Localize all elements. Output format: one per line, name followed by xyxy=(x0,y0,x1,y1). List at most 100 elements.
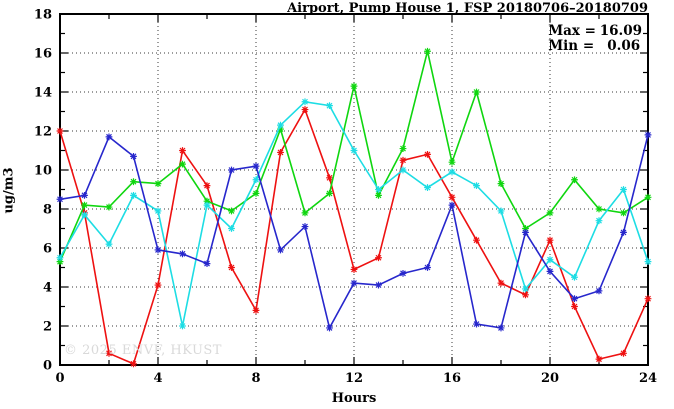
green-series-point-marker xyxy=(375,191,382,199)
blue-series-point-marker xyxy=(81,191,88,199)
blue-series xyxy=(56,131,652,332)
red-series-markers xyxy=(56,106,652,368)
red-series-point-marker xyxy=(203,182,211,189)
y-tick-label: 14 xyxy=(34,86,52,101)
blue-series-point-marker xyxy=(595,287,603,295)
y-tick-label: 16 xyxy=(34,47,52,62)
green-series-point-marker xyxy=(203,197,211,205)
cyan-series-point-marker xyxy=(277,121,284,129)
legend-min-value: 0.06 xyxy=(607,38,641,54)
blue-series-point-marker xyxy=(571,295,578,303)
cyan-series-point-marker xyxy=(399,166,407,174)
green-series-point-marker xyxy=(56,258,64,266)
cyan-series-point-marker xyxy=(424,184,431,191)
y-tick-label: 4 xyxy=(43,281,52,296)
blue-series-point-marker xyxy=(326,324,333,332)
red-series-point-marker xyxy=(130,360,137,368)
red-series-point-marker xyxy=(522,291,529,299)
blue-series-point-marker xyxy=(105,133,113,141)
green-series-point-marker xyxy=(81,201,88,209)
y-tick-label: 2 xyxy=(43,320,52,335)
green-series-point-marker xyxy=(448,158,456,166)
green-series-point-marker xyxy=(546,209,554,217)
chart-title: Airport, Pump House 1, FSP 20180706–2018… xyxy=(287,1,648,16)
green-series-point-marker xyxy=(301,209,309,217)
red-series-point-marker xyxy=(375,254,382,262)
blue-series-point-marker xyxy=(497,324,505,332)
cyan-series-point-marker xyxy=(620,186,627,193)
cyan-series-point-marker xyxy=(546,256,554,264)
blue-series-point-marker xyxy=(350,279,358,287)
cyan-series-point-marker xyxy=(571,273,578,281)
y-axis-label: ug/m3 xyxy=(1,167,17,214)
blue-series-point-marker xyxy=(154,246,162,254)
cyan-series-point-marker xyxy=(154,207,162,215)
legend-box: Max = 16.09 Min = 0.06 xyxy=(548,24,642,54)
cyan-series-point-marker xyxy=(595,217,603,225)
blue-series-point-marker xyxy=(473,320,480,328)
cyan-series-point-marker xyxy=(375,186,382,193)
green-series-point-marker xyxy=(277,125,284,133)
x-tick-label: 4 xyxy=(153,371,162,386)
y-tick-label: 10 xyxy=(34,164,52,179)
red-series-point-marker xyxy=(497,279,505,287)
red-series-point-marker xyxy=(595,355,603,363)
y-tick-label: 18 xyxy=(34,8,52,23)
green-series-point-marker xyxy=(105,203,113,211)
green-series-point-marker xyxy=(424,47,431,55)
green-series-point-marker xyxy=(399,145,407,152)
green-series-point-marker xyxy=(252,190,260,197)
red-series xyxy=(56,106,652,368)
red-series-point-marker xyxy=(620,349,627,357)
blue-series-point-marker xyxy=(644,131,652,139)
red-series-point-marker xyxy=(228,264,235,271)
x-axis-label: Hours xyxy=(331,391,377,406)
blue-series-point-marker xyxy=(546,268,554,275)
green-series-point-marker xyxy=(179,160,186,168)
x-tick-label: 8 xyxy=(251,371,260,386)
y-tick-label: 6 xyxy=(43,242,52,257)
green-series-point-marker xyxy=(620,209,627,217)
red-series-point-marker xyxy=(571,303,578,310)
y-tick-label: 8 xyxy=(43,203,52,218)
legend-row-max: Max = 16.09 xyxy=(548,24,642,39)
red-series-point-marker xyxy=(644,295,652,303)
red-series-point-marker xyxy=(448,193,456,201)
red-series-point-marker xyxy=(326,174,333,182)
cyan-series-point-marker xyxy=(203,201,211,209)
cyan-series-point-marker xyxy=(179,322,186,330)
blue-series-point-marker xyxy=(130,152,137,160)
x-tick-label: 12 xyxy=(345,371,363,386)
cyan-series-point-marker xyxy=(130,191,137,199)
blue-series-markers xyxy=(56,131,652,332)
cyan-series-point-marker xyxy=(301,98,309,106)
blue-series-point-marker xyxy=(375,281,382,289)
cyan-series-point-marker xyxy=(644,258,652,266)
x-tick-label: 0 xyxy=(55,371,64,386)
green-series-point-marker xyxy=(522,225,529,232)
blue-series-point-marker xyxy=(179,250,186,258)
blue-series-point-marker xyxy=(522,229,529,236)
green-series-point-marker xyxy=(228,207,235,215)
cyan-series-point-marker xyxy=(326,102,333,110)
blue-series-point-marker xyxy=(228,166,235,174)
red-series-point-marker xyxy=(424,151,431,158)
blue-series-point-marker xyxy=(620,229,627,236)
blue-series-point-marker xyxy=(277,246,284,254)
red-series-point-marker xyxy=(399,156,407,164)
x-tick-label: 24 xyxy=(639,371,657,386)
cyan-series-point-marker xyxy=(473,182,480,189)
blue-series-point-marker xyxy=(448,201,456,209)
blue-series-point-marker xyxy=(252,162,260,170)
green-series-point-marker xyxy=(154,180,162,188)
green-series-point-marker xyxy=(130,178,137,186)
cyan-series-point-marker xyxy=(228,225,235,232)
cyan-series-point-marker xyxy=(448,168,456,176)
legend-row-min: Min = 0.06 xyxy=(548,39,642,54)
cyan-series-point-marker xyxy=(350,147,358,154)
red-series-point-marker xyxy=(350,266,358,273)
x-tick-label: 16 xyxy=(443,371,461,386)
